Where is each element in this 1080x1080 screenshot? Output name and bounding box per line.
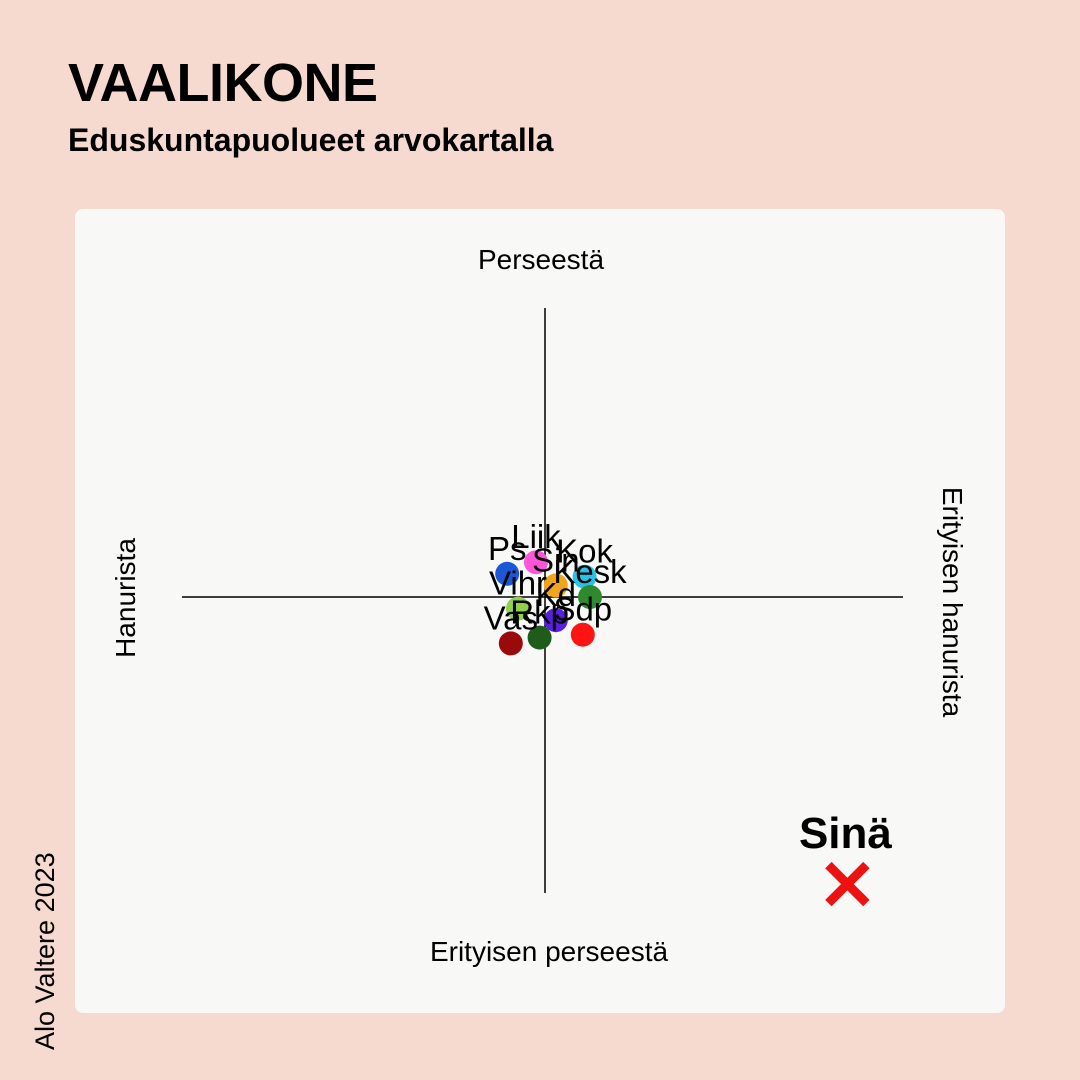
point-kok — [572, 564, 597, 589]
point-rkp — [527, 625, 552, 650]
axis-label-top: Perseestä — [478, 244, 604, 275]
point-vas — [498, 631, 523, 656]
point-ps — [495, 561, 520, 586]
point-label-kesk: Kesk — [553, 553, 627, 590]
chart-panel: Perseestä Erityisen perseestä Hanurista … — [75, 209, 1005, 1013]
point-label-vas: Vas — [484, 599, 538, 636]
point-label-sin: Sin — [532, 541, 580, 578]
author-credit: Alo Valtere 2023 — [30, 852, 60, 1050]
you-marker-stroke — [825, 861, 870, 907]
point-liik — [524, 550, 548, 575]
point-vihr — [506, 596, 530, 621]
point-label-kd: Kd — [536, 576, 576, 613]
axis-label-left: Hanurista — [110, 538, 141, 658]
scatter-chart: Perseestä Erityisen perseestä Hanurista … — [110, 244, 968, 967]
point-label-rkp: Rkp — [510, 594, 569, 631]
point-kd — [543, 608, 568, 633]
you-marker — [825, 861, 870, 907]
chart-subtitle: Eduskuntapuolueet arvokartalla — [68, 122, 554, 158]
data-points — [495, 550, 602, 656]
point-sin — [543, 573, 568, 598]
you-marker-group: Sinä — [799, 809, 892, 907]
point-kesk — [578, 585, 602, 609]
chart-title: VAALIKONE — [68, 53, 378, 113]
axis-label-right: Erityisen hanurista — [937, 487, 968, 718]
point-label-kok: Kok — [556, 533, 613, 570]
point-label-ps: Ps — [488, 530, 527, 567]
point-label-liik: Liik — [511, 518, 561, 555]
point-label-vihr: Vihr — [489, 565, 547, 602]
point-sdp — [570, 622, 595, 647]
axis-label-bottom: Erityisen perseestä — [430, 936, 669, 967]
you-label: Sinä — [799, 809, 892, 858]
point-label-sdp: Sdp — [553, 591, 612, 628]
